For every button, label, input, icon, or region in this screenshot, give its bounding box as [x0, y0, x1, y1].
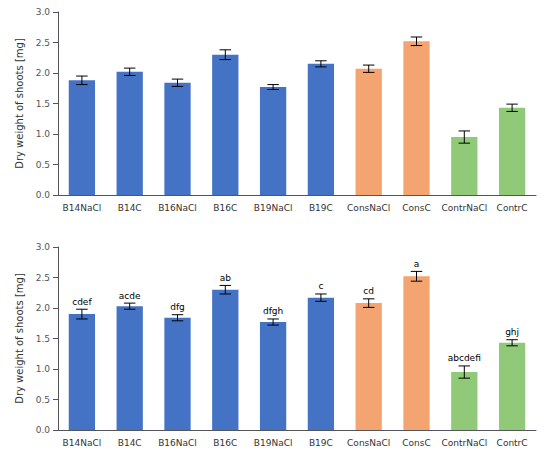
svg-text:B14NaCl: B14NaCl [63, 438, 102, 448]
svg-text:1.5: 1.5 [36, 334, 50, 344]
svg-text:ghj: ghj [505, 327, 519, 337]
svg-text:1.5: 1.5 [36, 99, 50, 109]
svg-text:ConsC: ConsC [402, 438, 430, 448]
svg-text:ContrNaCl: ContrNaCl [441, 438, 487, 448]
svg-text:B16NaCl: B16NaCl [158, 438, 197, 448]
svg-text:c: c [318, 281, 323, 291]
svg-text:ab: ab [220, 273, 232, 283]
svg-text:ContrC: ContrC [497, 203, 528, 213]
svg-text:B14NaCl: B14NaCl [63, 203, 102, 213]
svg-text:0.5: 0.5 [36, 160, 50, 170]
svg-text:3.0: 3.0 [36, 7, 51, 17]
svg-text:a: a [414, 259, 420, 269]
svg-text:ContrNaCl: ContrNaCl [441, 203, 487, 213]
svg-text:ContrC: ContrC [497, 438, 528, 448]
svg-text:1.0: 1.0 [36, 129, 51, 139]
svg-text:acde: acde [119, 291, 141, 301]
svg-text:ConsC: ConsC [402, 203, 430, 213]
svg-text:dfgh: dfgh [263, 306, 283, 316]
svg-text:B19NaCl: B19NaCl [254, 203, 293, 213]
svg-text:Dry weight of shoots [mg]: Dry weight of shoots [mg] [14, 38, 25, 169]
svg-text:2.0: 2.0 [36, 303, 51, 313]
svg-text:B19NaCl: B19NaCl [254, 438, 293, 448]
svg-text:B14C: B14C [118, 438, 142, 448]
svg-text:abcdefi: abcdefi [448, 353, 481, 363]
svg-text:B14C: B14C [118, 203, 142, 213]
svg-text:0.0: 0.0 [36, 190, 51, 200]
svg-text:2.0: 2.0 [36, 68, 51, 78]
svg-text:dfg: dfg [170, 302, 185, 312]
svg-text:2.5: 2.5 [36, 38, 50, 48]
svg-text:0.5: 0.5 [36, 395, 50, 405]
svg-text:cd: cd [363, 286, 374, 296]
svg-text:cdef: cdef [72, 297, 92, 307]
svg-text:ConsNaCl: ConsNaCl [347, 438, 390, 448]
svg-text:1.0: 1.0 [36, 364, 51, 374]
svg-text:B16NaCl: B16NaCl [158, 203, 197, 213]
svg-text:B16C: B16C [213, 438, 237, 448]
svg-text:Dry weight of shoots [mg]: Dry weight of shoots [mg] [14, 273, 25, 404]
svg-text:B19C: B19C [309, 438, 333, 448]
svg-text:2.5: 2.5 [36, 273, 50, 283]
svg-text:ConsNaCl: ConsNaCl [347, 203, 390, 213]
svg-text:3.0: 3.0 [36, 242, 51, 252]
svg-text:B16C: B16C [213, 203, 237, 213]
svg-text:0.0: 0.0 [36, 425, 51, 435]
svg-text:B19C: B19C [309, 203, 333, 213]
